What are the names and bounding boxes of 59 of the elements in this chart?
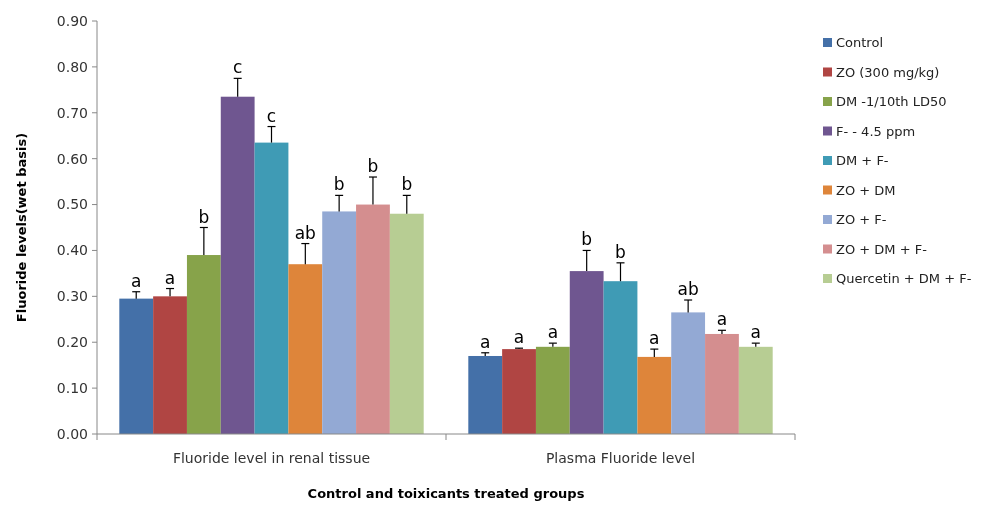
data-label: a (513, 327, 525, 348)
legend-label: ZO + F- (836, 212, 887, 227)
bar (502, 349, 536, 434)
x-tick-label: Plasma Fluoride level (545, 450, 696, 466)
data-label: c (266, 105, 277, 126)
y-tick-label: 0.10 (56, 380, 88, 397)
data-label: ab (677, 279, 699, 299)
legend-label: ZO + DM (836, 182, 896, 198)
legend-label: DM + F- (836, 153, 889, 168)
data-label: c (233, 57, 243, 78)
bar (671, 312, 706, 434)
bar (220, 96, 255, 434)
data-label: b (581, 229, 593, 250)
y-tick-label: 0.30 (56, 288, 88, 305)
bar (254, 142, 289, 434)
data-label: a (164, 267, 176, 288)
x-axis-title: Control and toixicants treated groups (307, 486, 585, 501)
y-tick-label: 0.50 (56, 196, 88, 213)
y-tick-label: 0.80 (56, 58, 88, 75)
data-label: b (333, 174, 345, 195)
bar (738, 346, 773, 434)
legend-label: Control (836, 35, 883, 50)
data-label: a (131, 270, 142, 291)
bar (603, 281, 638, 434)
bar (322, 211, 357, 434)
data-label: ab (294, 222, 316, 243)
bar (288, 264, 323, 434)
legend-label: F- - 4.5 ppm (836, 123, 916, 139)
data-label: a (750, 322, 761, 343)
x-tick-label: Fluoride level in renal tissue (172, 450, 371, 466)
y-tick-label: 0.20 (56, 334, 88, 351)
data-label: a (480, 331, 491, 352)
y-tick-label: 0.70 (56, 104, 88, 121)
bar (705, 333, 739, 434)
data-label: b (367, 156, 379, 177)
y-tick-label: 0.00 (56, 425, 88, 442)
legend-label: Quercetin + DM + F- (836, 271, 972, 286)
bar (468, 355, 503, 434)
data-label: b (401, 174, 413, 195)
bar (356, 204, 390, 434)
y-tick-label: 0.90 (56, 12, 88, 29)
bar (153, 296, 187, 434)
y-tick-label: 0.60 (56, 150, 88, 167)
data-label: b (198, 206, 210, 227)
data-label: b (615, 241, 626, 262)
data-label: a (547, 322, 559, 343)
legend-label: ZO (300 mg/kg) (836, 64, 940, 80)
bar (535, 346, 570, 434)
bar (186, 255, 221, 434)
y-tick-label: 0.40 (56, 242, 88, 259)
data-label: a (649, 328, 660, 349)
bar (119, 298, 154, 434)
data-label: a (716, 309, 728, 330)
y-axis-title: Fluoride levels(wet basis) (14, 132, 29, 323)
bar (569, 271, 604, 434)
legend-label: ZO + DM + F- (836, 241, 928, 257)
bar (637, 356, 672, 434)
legend-label: DM -1/10th LD50 (836, 94, 947, 109)
bar (389, 213, 424, 434)
